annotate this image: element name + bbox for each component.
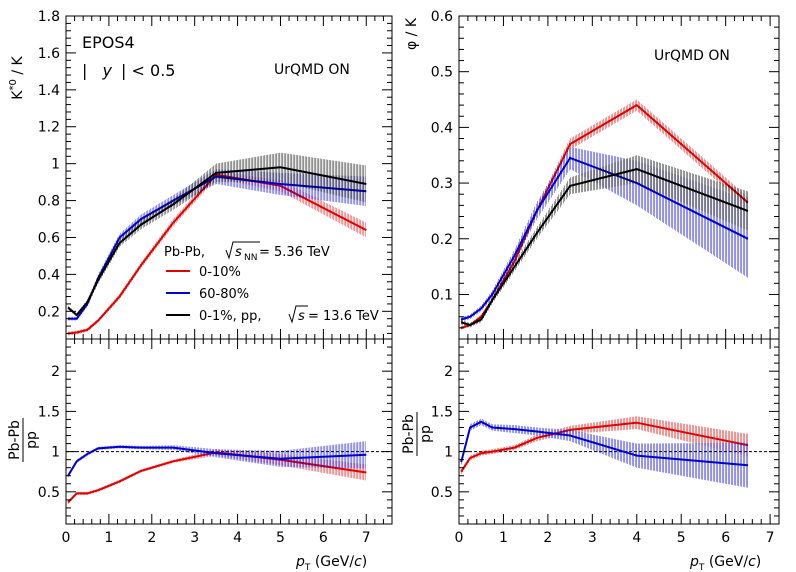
kstar-ratio-xtick-label: 7: [362, 530, 371, 546]
kstar-ytick-label: 1.6: [38, 46, 60, 62]
ylabel-ratio-left: Pb-Pb pp: [7, 418, 40, 462]
kstar-ytick-label: 1.8: [38, 9, 60, 25]
kstar-line-black: [67, 166, 367, 317]
legend-label-pp: 0-1%, pp,: [199, 309, 262, 324]
phi-ratio-xtick-label: 4: [632, 530, 641, 546]
kstar-ratio-ytick-label: 1: [51, 445, 60, 461]
model-label: EPOS4: [82, 33, 135, 52]
axes-bottom-right: 0.5 1 1.5 2 0 1 2 3 4 5 6 7: [431, 338, 780, 546]
legend-label-pp-value: = 13.6 TeV: [308, 309, 379, 324]
legend: Pb-Pb, s NN = 5.36 TeV 0-10% 60-80% 0-1%…: [164, 241, 379, 324]
legend-header: Pb-Pb,: [164, 245, 205, 260]
phi-ytick-label: 0.6: [431, 9, 453, 25]
kstar-ytick-label: 0.4: [38, 267, 60, 283]
phi-band-black: [460, 155, 748, 328]
kstar-ratio-xtick-label: 1: [104, 530, 113, 546]
kstar-ratio-line-blue: [67, 445, 367, 477]
plot-area-kstar-ratio: [66, 441, 392, 504]
phi-ratio-xtick-label: 6: [721, 530, 730, 546]
phi-ratio-ytick-label: 1.5: [431, 404, 453, 420]
kstar-ratio-ytick-label: 0.5: [38, 485, 60, 501]
phi-ratio-xtick-label: 2: [543, 530, 552, 546]
plot-area-kstar: [67, 152, 367, 336]
legend-label-central: 0-10%: [199, 265, 241, 280]
kstar-ratio-xtick-label: 3: [190, 530, 199, 546]
axes-top-left: 0.2 0.4 0.6 0.8 1 1.2 1.4 1.6 1.8: [38, 9, 393, 339]
xlabel-right: pT (GeV/c): [689, 554, 761, 572]
rapidity-label: | y | < 0.5: [82, 61, 175, 80]
xlabel-left: pT (GeV/c): [295, 554, 367, 572]
legend-label-pp-sqrt: s: [298, 309, 305, 324]
kstar-ytick-label: 1: [51, 157, 60, 173]
phi-ytick-label: 0.1: [431, 287, 453, 303]
kstar-ratio-xtick-label: 0: [62, 530, 71, 546]
phi-ytick-label: 0.4: [431, 120, 453, 136]
phi-ratio-line-blue: [460, 420, 748, 467]
kstar-ratio-xtick-label: 2: [147, 530, 156, 546]
kstar-ratio-xtick-label: 4: [233, 530, 242, 546]
axes-bottom-left: 0.5 1 1.5 2 0 1 2 3 4 5 6 7: [38, 338, 393, 546]
kstar-ratio-ytick-label: 1.5: [38, 404, 60, 420]
phi-ratio-xtick-label: 7: [766, 530, 775, 546]
urqmd-label-right: UrQMD ON: [654, 48, 730, 64]
sqrt-sign-icon: [225, 241, 260, 260]
phi-ratio-ytick-label: 1: [444, 445, 453, 461]
legend-label-peripheral: 60-80%: [199, 287, 249, 302]
phi-ytick-label: 0.3: [431, 176, 453, 192]
kstar-ratio-xtick-label: 5: [276, 530, 285, 546]
ylabel-ratio-right-num: Pb-Pb: [401, 414, 417, 454]
ylabel-ratio-left-num: Pb-Pb: [7, 420, 23, 460]
phi-band-red: [460, 99, 748, 330]
phi-ratio-ytick-label: 0.5: [431, 485, 453, 501]
urqmd-label-left: UrQMD ON: [274, 62, 350, 78]
phi-ratio-xtick-label: 0: [455, 530, 464, 546]
frame-bottom-left: [65, 338, 393, 525]
legend-header-sub: NN: [244, 253, 257, 263]
phi-line-black: [460, 168, 749, 327]
kstar-ytick-label: 0.2: [38, 304, 60, 320]
frame-top-right: [458, 15, 780, 340]
plot-area-phi: [460, 99, 749, 330]
phi-ratio-xtick-label: 1: [499, 530, 508, 546]
plot-area-phi-ratio: [459, 416, 779, 488]
phi-ratio-ytick-label: 2: [444, 364, 453, 380]
phi-ratio-xtick-label: 3: [588, 530, 597, 546]
sqrt-sign-icon-pp: [288, 305, 308, 324]
kstar-ratio-xtick-label: 6: [319, 530, 328, 546]
kstar-ytick-label: 1.2: [38, 120, 60, 136]
kstar-ytick-label: 1.4: [38, 83, 60, 99]
ylabel-kstar: K*0 / K: [8, 56, 26, 100]
axes-top-right: 0.1 0.2 0.3 0.4 0.5 0.6: [431, 9, 780, 340]
phi-ytick-label: 0.5: [431, 65, 453, 81]
legend-header-value: = 5.36 TeV: [259, 245, 330, 260]
kstar-ytick-label: 0.8: [38, 194, 60, 210]
ylabel-phi: φ / K: [404, 17, 420, 50]
phi-band-blue: [460, 146, 748, 322]
ylabel-ratio-left-den: pp: [24, 431, 40, 449]
legend-header-sqrt: s: [235, 245, 242, 260]
kstar-ratio-ytick-label: 2: [51, 364, 60, 380]
phi-line-blue: [460, 156, 749, 321]
ylabel-ratio-right-den: pp: [418, 425, 434, 443]
phi-ratio-xtick-label: 5: [677, 530, 686, 546]
phi-ratio-line-red: [460, 421, 749, 473]
kstar-ytick-label: 0.6: [38, 230, 60, 246]
phi-ytick-label: 0.2: [431, 232, 453, 248]
ylabel-ratio-right: Pb-Pb pp: [401, 412, 434, 456]
